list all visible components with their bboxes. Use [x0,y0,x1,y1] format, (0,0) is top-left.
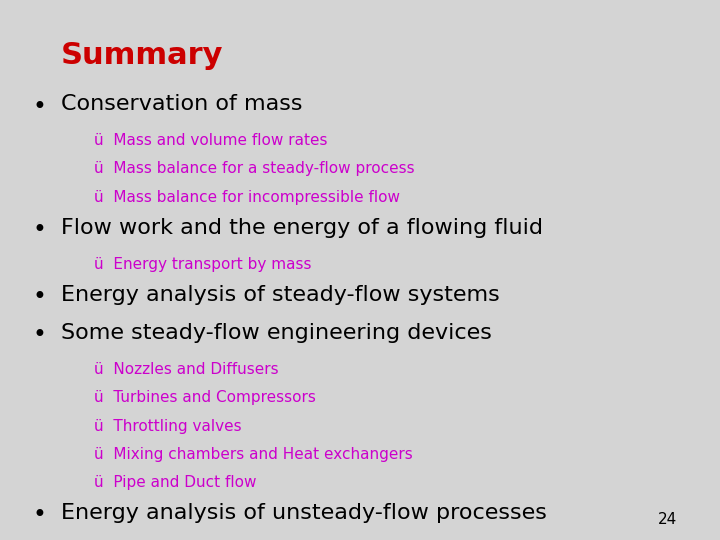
Text: ü  Mass balance for a steady-flow process: ü Mass balance for a steady-flow process [94,161,414,177]
Text: ü  Mixing chambers and Heat exchangers: ü Mixing chambers and Heat exchangers [94,447,413,462]
Text: •: • [32,285,47,308]
Text: •: • [32,94,47,118]
Text: ü  Mass and volume flow rates: ü Mass and volume flow rates [94,133,327,148]
Text: •: • [32,218,47,241]
Text: ü  Mass balance for incompressible flow: ü Mass balance for incompressible flow [94,190,400,205]
Text: Flow work and the energy of a flowing fluid: Flow work and the energy of a flowing fl… [61,218,543,238]
Text: ü  Throttling valves: ü Throttling valves [94,418,241,434]
Text: ü  Turbines and Compressors: ü Turbines and Compressors [94,390,315,406]
Text: ü  Pipe and Duct flow: ü Pipe and Duct flow [94,475,256,490]
Text: Conservation of mass: Conservation of mass [61,94,302,114]
Text: Energy analysis of steady-flow systems: Energy analysis of steady-flow systems [61,285,500,305]
Text: •: • [32,503,47,526]
Text: 24: 24 [657,511,677,526]
Text: Some steady-flow engineering devices: Some steady-flow engineering devices [61,323,492,343]
Text: •: • [32,323,47,347]
Text: Summary: Summary [61,40,224,70]
Text: ü  Nozzles and Diffusers: ü Nozzles and Diffusers [94,362,278,377]
Text: Energy analysis of unsteady-flow processes: Energy analysis of unsteady-flow process… [61,503,547,523]
Text: ü  Energy transport by mass: ü Energy transport by mass [94,256,311,272]
